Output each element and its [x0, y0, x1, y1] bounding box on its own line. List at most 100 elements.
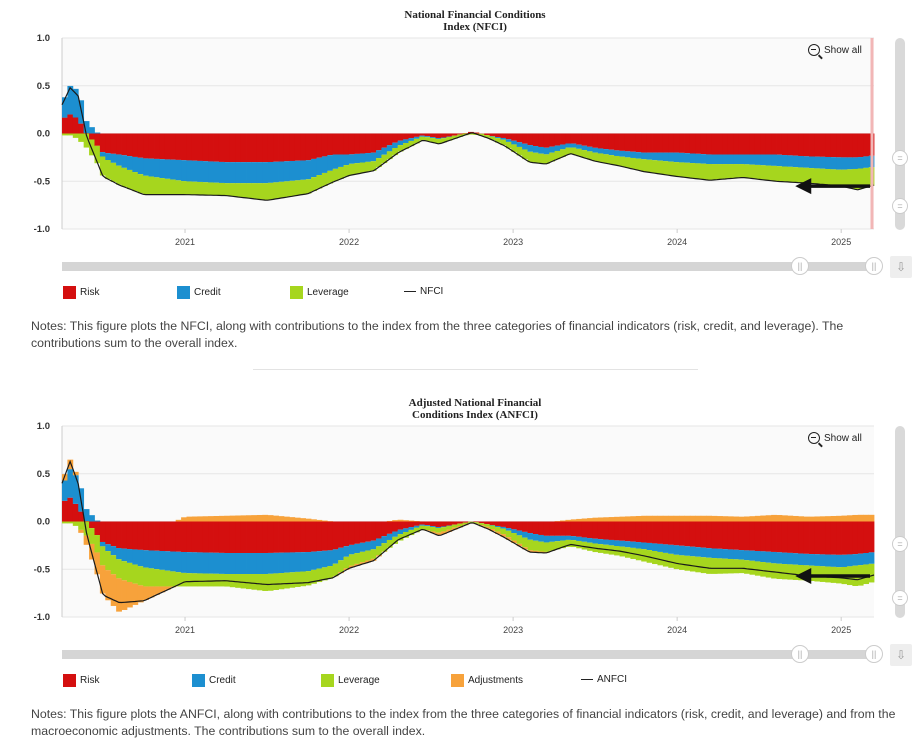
anfci-vertical-scrollbar[interactable]	[895, 426, 905, 618]
bar-segment-credit	[668, 544, 675, 554]
bar-segment-leverage	[164, 178, 171, 195]
bar-segment-credit	[543, 147, 550, 155]
bar-segment-credit	[516, 530, 523, 536]
bar-segment-leverage	[413, 527, 420, 533]
bar-segment-credit	[397, 529, 404, 535]
nfci-horizontal-scrollbar[interactable]	[62, 262, 874, 271]
nfci-download-button[interactable]: ⇩	[890, 256, 912, 278]
bar-segment-adjustments	[592, 517, 599, 522]
bar-segment-credit	[256, 162, 263, 184]
bar-segment-leverage	[722, 164, 729, 179]
anfci-horizontal-scrollbar[interactable]	[62, 650, 874, 659]
legend-item-leverage[interactable]: Leverage	[321, 674, 380, 687]
bar-segment-credit	[846, 157, 853, 170]
nfci-show-all-button[interactable]: Show all	[808, 44, 862, 56]
bar-segment-credit	[570, 143, 577, 148]
bar-segment-risk	[792, 521, 799, 554]
legend-item-credit[interactable]: Credit	[192, 674, 236, 687]
bar-segment-leverage	[154, 569, 160, 587]
bar-segment-adjustments	[570, 519, 577, 522]
bar-segment-credit	[278, 161, 285, 182]
bar-segment-credit	[527, 145, 534, 152]
bar-segment-credit	[381, 147, 388, 155]
anfci-show-all-button[interactable]: Show all	[808, 432, 862, 444]
legend-item-adjustments[interactable]: Adjustments	[451, 674, 523, 687]
bar-segment-risk	[159, 521, 166, 551]
anfci-download-button[interactable]: ⇩	[890, 644, 912, 666]
bar-segment-credit	[430, 526, 436, 528]
bar-segment-leverage	[235, 183, 242, 197]
bar-segment-risk	[246, 521, 252, 554]
bar-segment-credit	[440, 526, 447, 528]
bar-segment-credit	[500, 137, 507, 140]
bar-segment-risk	[836, 133, 842, 158]
legend-item-credit[interactable]: Credit	[177, 286, 221, 299]
bar-segment-risk	[256, 133, 263, 163]
anfci-horizontal-handle-right[interactable]: ||	[865, 645, 883, 663]
bar-segment-adjustments	[711, 515, 718, 522]
bar-segment-credit	[662, 544, 669, 553]
bar-segment-credit	[846, 554, 853, 567]
bar-segment-leverage	[321, 567, 328, 581]
bar-segment-risk	[148, 133, 155, 159]
bar-segment-risk	[218, 133, 225, 162]
bar-segment-credit	[99, 152, 106, 157]
bar-segment-credit	[191, 160, 198, 182]
bar-segment-leverage	[197, 573, 204, 587]
bar-segment-adjustments	[143, 586, 150, 600]
bar-segment-credit	[733, 154, 740, 165]
bar-segment-adjustments	[305, 518, 312, 522]
bar-segment-adjustments	[148, 586, 155, 598]
bar-segment-credit	[679, 152, 685, 163]
nfci-horizontal-handle-left[interactable]: ||	[791, 257, 809, 275]
nfci-vertical-handle-bottom[interactable]: =	[892, 198, 908, 214]
legend-label-credit: Credit	[209, 675, 236, 686]
bar-segment-adjustments	[841, 515, 848, 522]
bar-segment-credit	[532, 146, 539, 153]
bar-segment-credit	[727, 154, 734, 165]
bar-segment-credit	[776, 154, 783, 167]
y-tick-label: -1.0	[34, 224, 50, 235]
bar-segment-leverage	[143, 567, 150, 587]
bar-segment-risk	[154, 521, 160, 551]
bar-segment-leverage	[116, 165, 122, 185]
bar-segment-risk	[343, 521, 350, 547]
bar-segment-leverage	[809, 565, 815, 582]
bar-segment-adjustments	[500, 534, 507, 537]
legend-item-risk[interactable]: Risk	[63, 674, 99, 687]
bar-segment-leverage	[689, 163, 696, 179]
bar-segment-risk	[94, 521, 101, 536]
x-tick-label: 2023	[503, 237, 523, 247]
bar-segment-risk	[727, 521, 734, 550]
bar-segment-adjustments	[267, 515, 274, 522]
bar-segment-adjustments	[403, 520, 409, 522]
bar-segment-risk	[240, 521, 247, 554]
bar-segment-leverage	[624, 157, 631, 168]
nfci-vertical-scrollbar[interactable]	[895, 38, 905, 230]
anfci-vertical-handle-top[interactable]: =	[892, 536, 908, 552]
legend-item-anfci[interactable]: ANFCI	[581, 674, 627, 685]
bar-segment-risk	[381, 133, 388, 148]
bar-segment-leverage	[700, 557, 707, 574]
bar-segment-risk	[549, 133, 556, 147]
bar-segment-adjustments	[744, 516, 750, 522]
bar-segment-risk	[500, 133, 507, 138]
bar-segment-adjustments	[197, 516, 204, 522]
legend-item-leverage[interactable]: Leverage	[290, 286, 349, 299]
bar-segment-adjustments	[202, 516, 209, 522]
nfci-horizontal-handle-right[interactable]: ||	[865, 257, 883, 275]
anfci-vertical-handle-bottom[interactable]: =	[892, 590, 908, 606]
bar-segment-credit	[819, 554, 826, 567]
anfci-horizontal-handle-left[interactable]: ||	[791, 645, 809, 663]
nfci-vertical-handle-top[interactable]: =	[892, 150, 908, 166]
bar-segment-credit	[765, 154, 772, 166]
bar-segment-credit	[711, 154, 718, 165]
bar-segment-risk	[863, 521, 869, 554]
bar-segment-leverage	[256, 183, 263, 200]
bar-segment-credit	[365, 541, 371, 551]
bar-segment-leverage	[408, 140, 415, 147]
bar-segment-risk	[289, 521, 296, 553]
bar-segment-adjustments	[505, 537, 512, 540]
legend-item-nfci[interactable]: NFCI	[404, 286, 443, 297]
legend-item-risk[interactable]: Risk	[63, 286, 99, 299]
